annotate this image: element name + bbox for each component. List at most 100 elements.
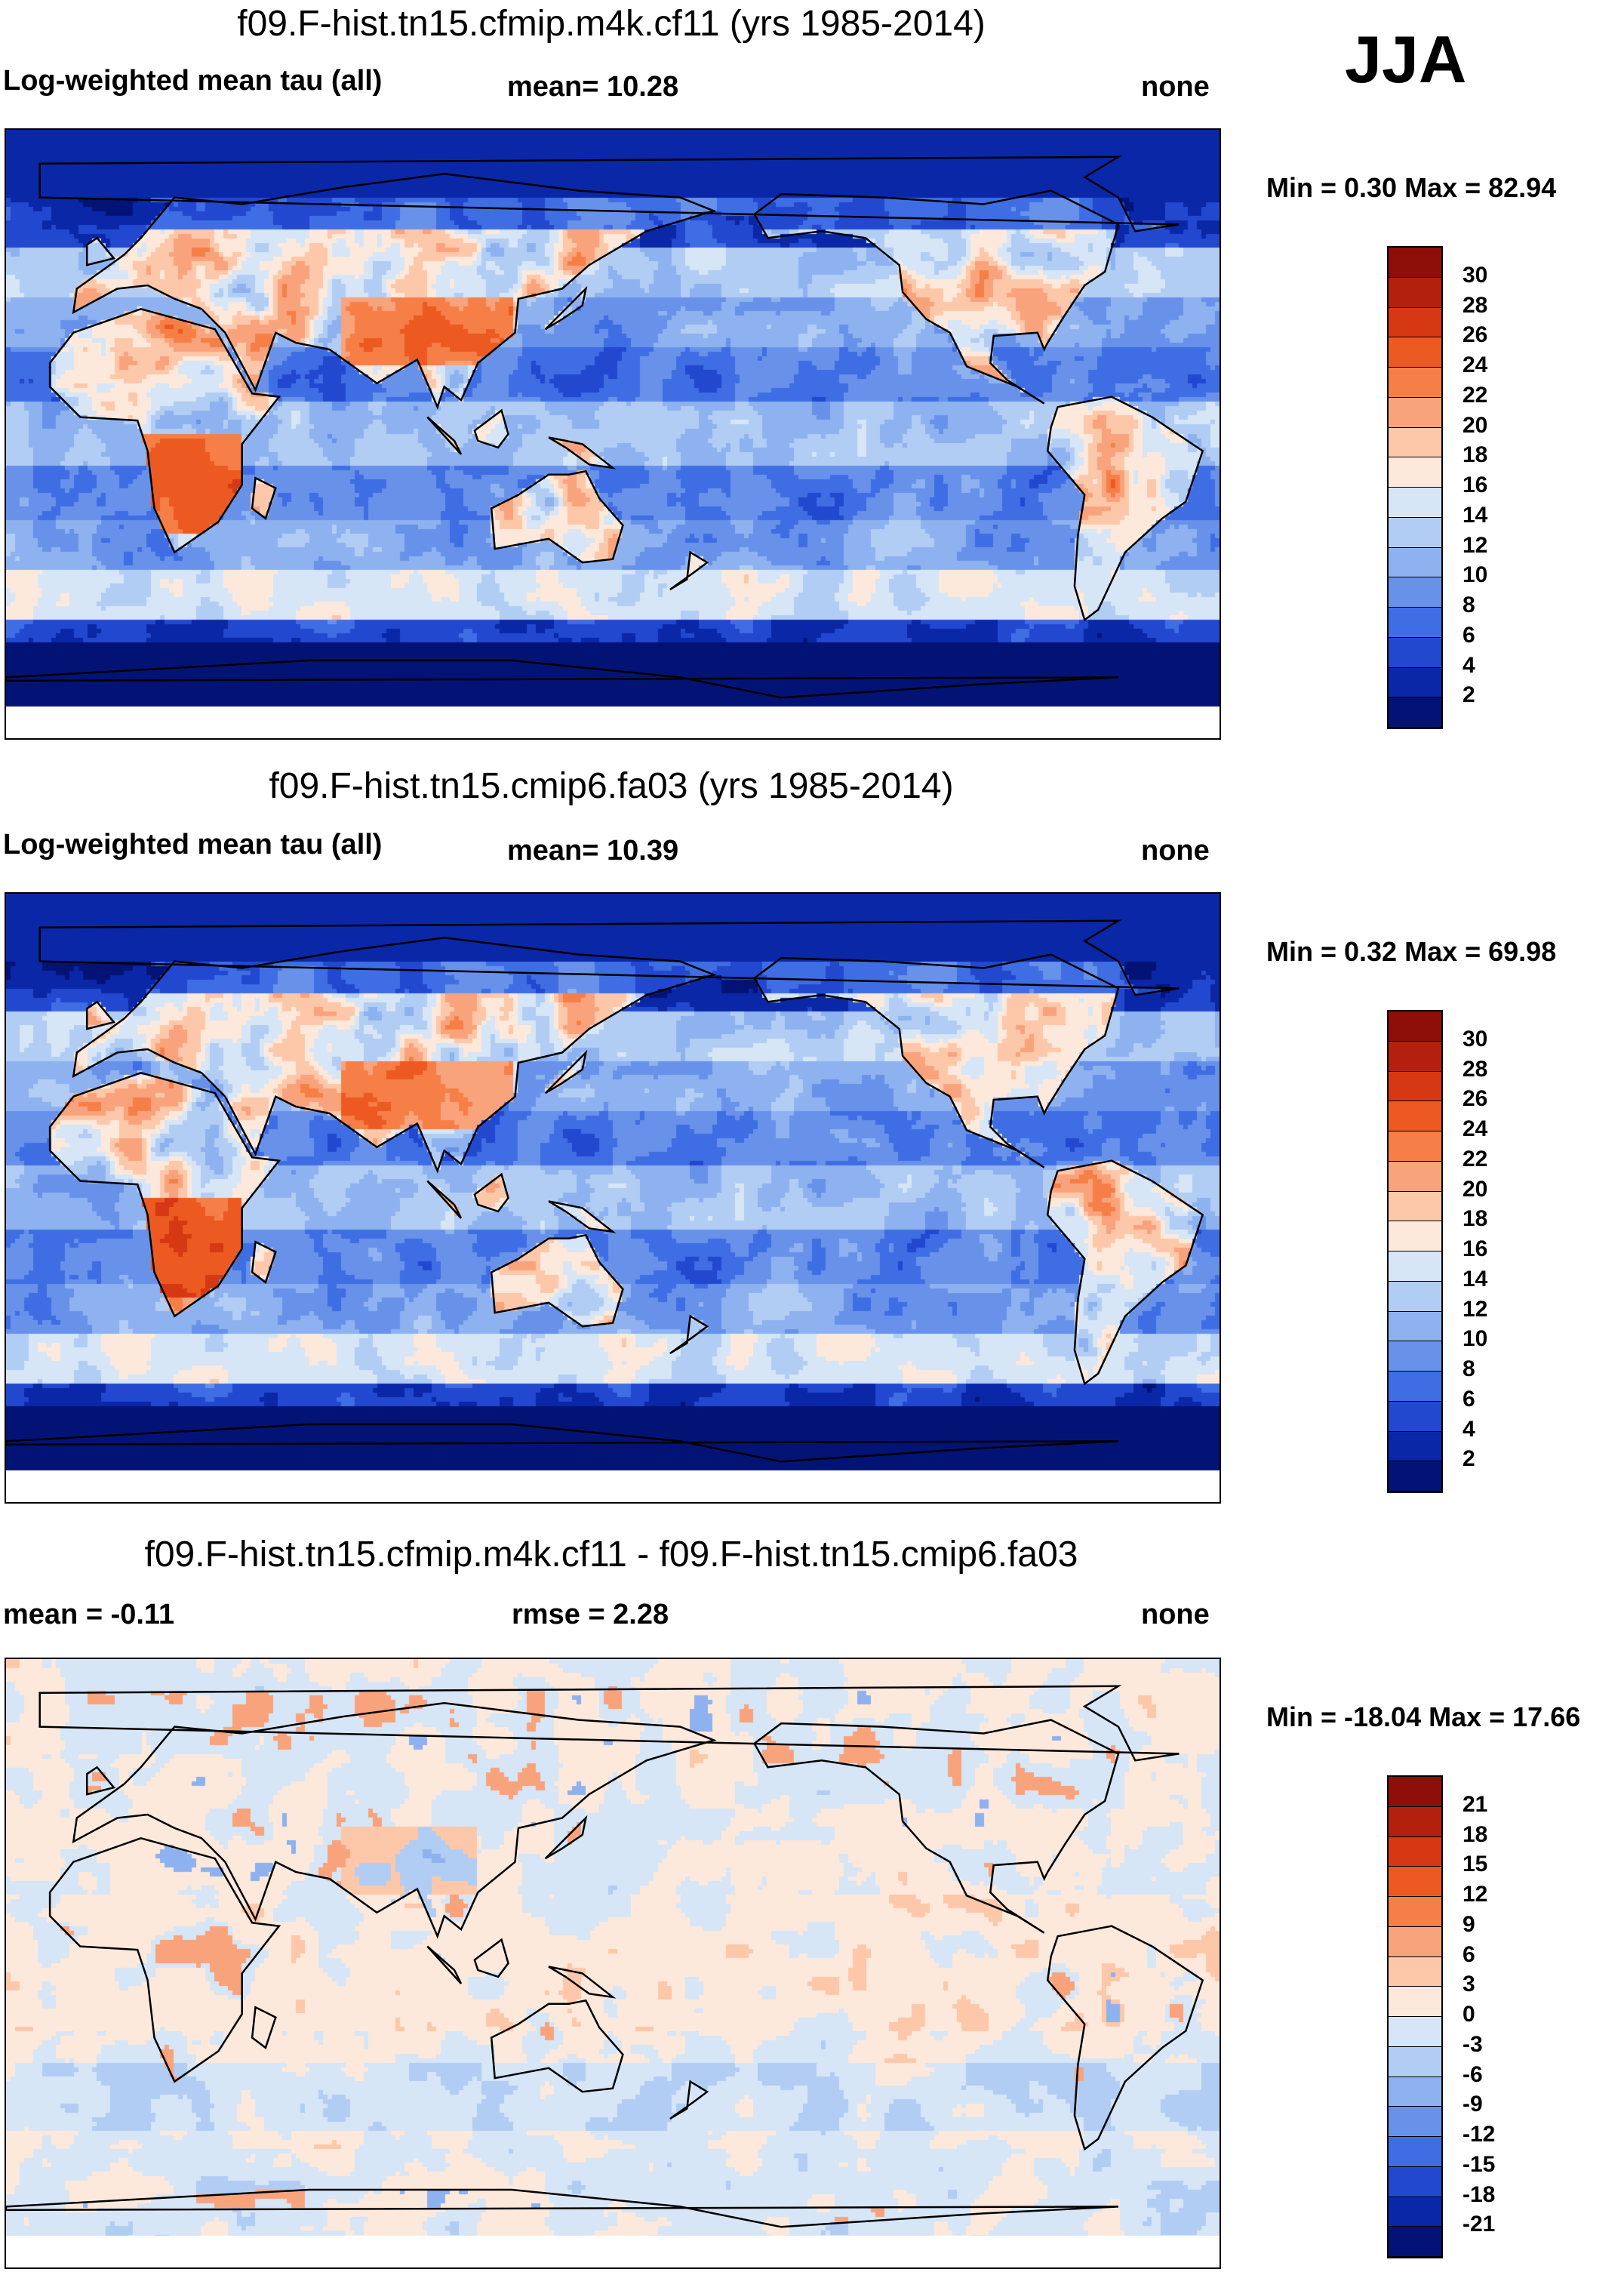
coastline [85,236,116,266]
colorbar-cell [1389,1956,1441,1987]
colorbar-cell [1389,1461,1441,1492]
colorbar-cell [1389,1311,1441,1342]
colorbar-cell [1389,2077,1441,2107]
field-raster [6,130,1220,738]
colorbar-cell [1389,1191,1441,1222]
field-raster [6,894,1220,1502]
colorbar-cell [1389,307,1441,338]
colorbar-cell [1389,1897,1441,1927]
panel-2-title: f09.F-hist.tn15.cmip6.fa03 (yrs 1985-201… [269,766,954,806]
coastline [473,1172,509,1213]
colorbar-cell [1389,2137,1441,2167]
panel-1-left-label: Log-weighted mean tau (all) [3,65,383,97]
coastline [490,1233,624,1328]
colorbar-cell [1389,608,1441,638]
colorbar-cell [1389,697,1441,728]
coastline [544,1049,588,1094]
panel-3-colorbar [1387,1775,1443,2258]
colorbar-tick-label: -15 [1463,2151,1496,2177]
coastline [85,1000,116,1030]
panel-2-minmax: Min = 0.32 Max = 69.98 [1266,936,1557,967]
colorbar-tick-label: 21 [1463,1791,1488,1817]
colorbar-cell [1389,1777,1441,1807]
colorbar-cell [1389,1041,1441,1072]
coastline [752,1719,1120,1934]
colorbar-tick-label: -21 [1463,2212,1496,2237]
colorbar-cell [1389,1431,1441,1462]
panel-3-left-label: mean = -0.11 [3,1599,175,1630]
panel-3-center-label: rmse = 2.28 [512,1599,669,1630]
colorbar-tick-label: -9 [1463,2092,1483,2117]
panel-2-center-label: mean= 10.39 [507,835,679,867]
panel-1-minmax: Min = 0.30 Max = 82.94 [1266,172,1557,203]
coastline [38,919,1180,996]
coastline [426,1180,463,1219]
panel-3-minmax: Min = -18.04 Max = 17.66 [1266,1701,1581,1732]
colorbar-cell [1389,2107,1441,2137]
colorbar-cell [1389,637,1441,668]
coastline [669,1314,709,1355]
season-label: JJA [1345,22,1467,97]
coastline [752,189,1120,405]
panel-3-map [5,1658,1221,2269]
coastline [752,953,1120,1168]
colorbar-tick-label: 24 [1463,352,1488,377]
coastline [544,1815,588,1860]
colorbar-tick-label: -3 [1463,2031,1483,2057]
colorbar-cell [1389,1221,1441,1251]
coastline [1046,1925,1204,2151]
panel-1-right-label: none [1141,71,1210,103]
coastline [38,155,1180,232]
colorbar-tick-label: -18 [1463,2181,1496,2207]
coastline [6,2188,1119,2228]
colorbar-cell [1389,1401,1441,1432]
coastline [490,1999,624,2093]
colorbar-cell [1389,2227,1441,2257]
colorbar-cell [1389,248,1441,278]
coastline [490,469,624,564]
coastline [48,307,281,554]
coastline [251,476,277,520]
colorbar-cell [1389,1806,1441,1837]
colorbar-tick-label: 22 [1463,382,1488,408]
colorbar-tick-label: 3 [1463,1972,1475,1997]
colorbar-tick-label: 6 [1463,1941,1475,1967]
coastline [251,2006,277,2049]
panel-2-right-label: none [1141,835,1210,867]
panel-3-right-label: none [1141,1599,1210,1630]
colorbar-tick-label: 6 [1463,622,1475,648]
colorbar-cell [1389,488,1441,518]
colorbar-cell [1389,517,1441,548]
colorbar-tick-label: 4 [1463,652,1475,678]
coastline [473,408,509,449]
panel-1-title: f09.F-hist.tn15.cfmip.m4k.cf11 (yrs 1985… [237,4,986,44]
panel-1-map [5,128,1221,740]
colorbar-cell [1389,1161,1441,1192]
colorbar-tick-label: 8 [1463,1356,1475,1381]
coastline [548,436,617,469]
colorbar-tick-label: 4 [1463,1416,1475,1442]
panel-2-map-svg [6,894,1220,1502]
colorbar-tick-label: 18 [1463,1206,1488,1232]
coastline [48,1836,281,2083]
colorbar-cell [1389,1836,1441,1867]
coastline [48,1071,281,1318]
colorbar-tick-label: -6 [1463,2061,1483,2087]
colorbar-tick-label: 26 [1463,1086,1488,1112]
coastline [669,2080,709,2120]
panel-1-colorbar [1387,246,1443,729]
colorbar-cell [1389,1987,1441,2017]
colorbar-tick-label: 20 [1463,412,1488,438]
colorbar-tick-label: 15 [1463,1852,1488,1877]
coastline [6,1423,1119,1463]
colorbar-tick-label: 28 [1463,292,1488,318]
coastline [473,1938,509,1978]
coastline [426,1945,463,1984]
colorbar-cell [1389,337,1441,368]
colorbar-tick-label: 20 [1463,1176,1488,1202]
colorbar-tick-label: 10 [1463,1326,1488,1352]
colorbar-tick-label: 8 [1463,593,1475,617]
colorbar-tick-label: 14 [1463,502,1488,528]
colorbar-tick-label: 14 [1463,1266,1488,1291]
coastline [669,550,709,591]
